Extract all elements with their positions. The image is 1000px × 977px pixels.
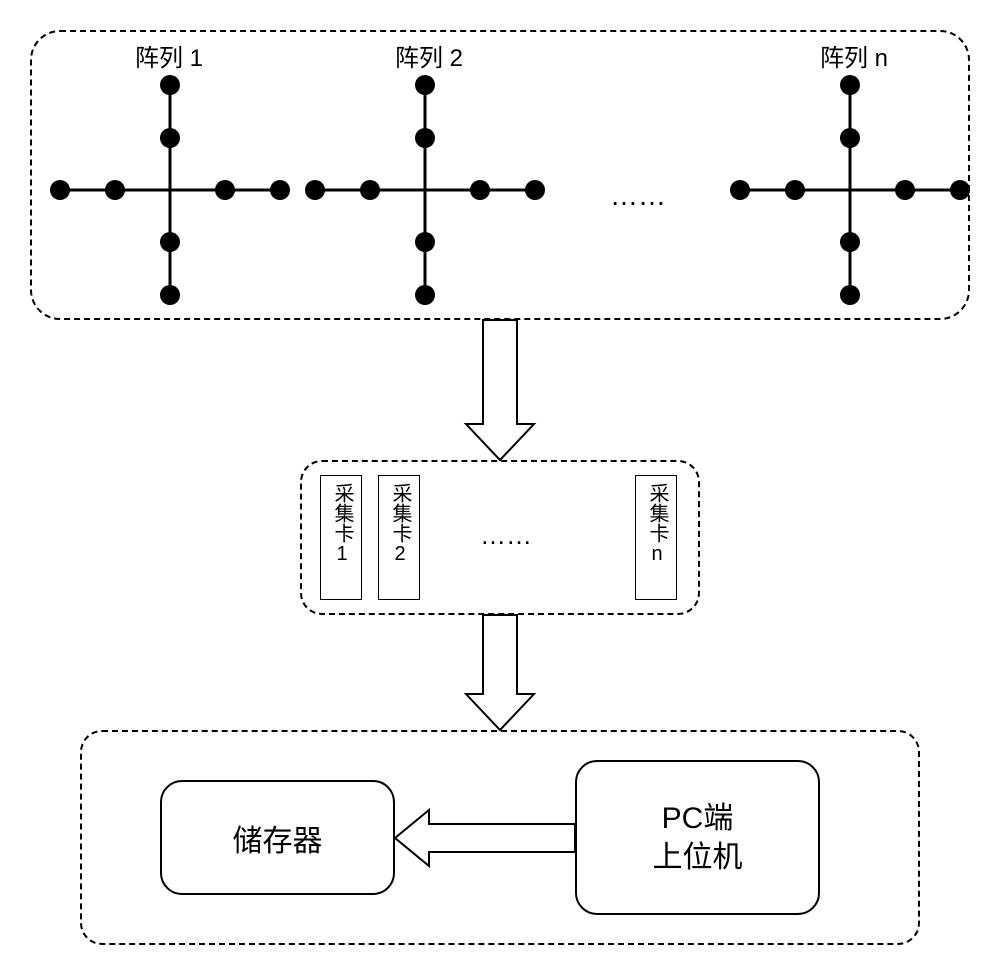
block-arrow-down	[466, 320, 534, 460]
capture-card-label: 采集卡n	[646, 483, 667, 565]
storage-label: 储存器	[160, 780, 395, 895]
ellipsis: ……	[610, 180, 666, 212]
ellipsis: ……	[480, 520, 532, 551]
arrays-block	[30, 30, 970, 320]
capture-card-label: 采集卡2	[389, 483, 410, 565]
block-arrow-down	[466, 615, 534, 730]
array-label: 阵列 2	[395, 38, 463, 73]
array-label: 阵列 n	[820, 38, 888, 73]
array-label: 阵列 1	[135, 38, 203, 73]
capture-card-label: 采集卡1	[331, 483, 352, 565]
pc-label: PC端上位机	[575, 760, 820, 915]
